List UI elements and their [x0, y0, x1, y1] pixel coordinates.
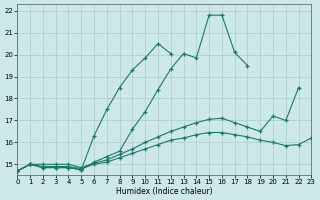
X-axis label: Humidex (Indice chaleur): Humidex (Indice chaleur) — [116, 187, 213, 196]
